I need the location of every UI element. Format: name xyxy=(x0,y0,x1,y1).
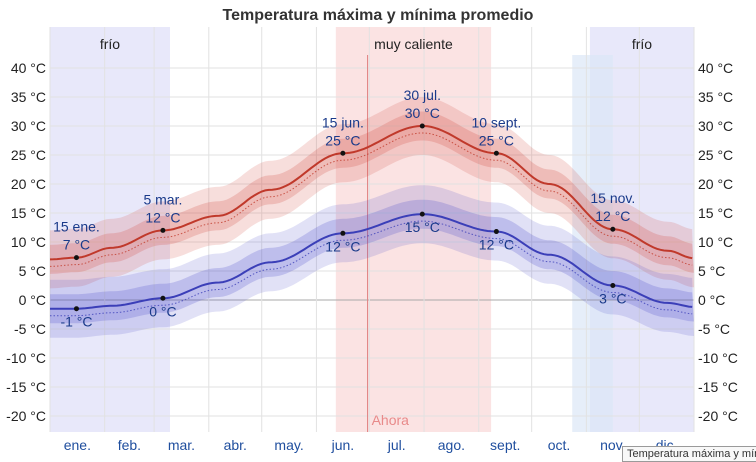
data-point xyxy=(419,211,425,217)
y-tick-right: -10 °C xyxy=(698,350,738,366)
data-point xyxy=(610,283,616,288)
series-line-min xyxy=(50,213,693,310)
season-band-label: frío xyxy=(100,36,120,52)
data-label: 25 °C xyxy=(325,132,360,148)
data-point xyxy=(160,295,166,301)
y-tick-right: -15 °C xyxy=(698,379,738,395)
y-tick-left: 20 °C xyxy=(11,176,46,192)
data-label: 3 °C xyxy=(599,291,626,307)
season-band-label: muy caliente xyxy=(374,36,453,52)
x-tick-month: ene. xyxy=(64,437,91,453)
data-label: 15 jun. xyxy=(322,114,364,130)
season-band-hot-1 xyxy=(335,27,492,432)
chart-title: Temperatura máxima y mínima promedio xyxy=(223,7,534,24)
range-outer-max xyxy=(50,97,694,289)
data-label: -1 °C xyxy=(60,314,92,330)
now-label: Ahora xyxy=(372,412,410,428)
data-point xyxy=(340,230,346,236)
y-tick-left: 0 °C xyxy=(19,292,46,308)
y-tick-right: 35 °C xyxy=(698,89,733,105)
y-tick-left: -20 °C xyxy=(6,408,46,424)
y-tick-left: 5 °C xyxy=(19,263,46,279)
y-tick-right: 20 °C xyxy=(698,176,733,192)
range-inner-max xyxy=(50,111,694,274)
season-band-shade xyxy=(572,55,613,432)
y-tick-right: 5 °C xyxy=(698,263,725,279)
y-tick-left: 40 °C xyxy=(11,60,46,76)
y-tick-left: 30 °C xyxy=(11,118,46,134)
x-tick-month: jul. xyxy=(387,437,406,453)
series-dotted-max xyxy=(49,132,693,267)
data-point xyxy=(160,227,166,233)
y-tick-right: 10 °C xyxy=(698,234,733,250)
x-tick-month: nov. xyxy=(600,437,625,453)
x-tick-month: jun. xyxy=(331,437,355,453)
data-label: 15 nov. xyxy=(590,190,635,206)
data-label: 0 °C xyxy=(149,303,176,319)
range-outer-min xyxy=(50,185,694,338)
data-point xyxy=(73,306,79,312)
data-point xyxy=(493,150,499,156)
range-inner-min xyxy=(50,199,694,324)
x-tick-month: feb. xyxy=(118,437,141,453)
x-tick-month: oct. xyxy=(548,437,571,453)
data-point xyxy=(73,255,79,261)
y-tick-left: 25 °C xyxy=(11,147,46,163)
y-tick-left: 15 °C xyxy=(11,205,46,221)
season-band-label: frío xyxy=(632,36,652,52)
series-line-max xyxy=(49,125,693,261)
data-label: 12 °C xyxy=(595,208,630,224)
y-tick-left: 10 °C xyxy=(11,234,46,250)
x-tick-month: abr. xyxy=(224,437,247,453)
y-tick-right: -5 °C xyxy=(698,321,730,337)
data-point xyxy=(419,123,425,129)
data-label: 12 °C xyxy=(325,238,360,254)
hover-tooltip: Temperatura máxima y mínima promedio xyxy=(622,446,756,462)
x-tick-month: sept. xyxy=(490,437,520,453)
y-tick-right: 30 °C xyxy=(698,118,733,134)
data-label: 30 °C xyxy=(405,105,440,121)
y-tick-left: -15 °C xyxy=(6,379,46,395)
data-label: 15 ene. xyxy=(53,219,100,235)
x-tick-month: mar. xyxy=(168,437,195,453)
y-tick-right: 25 °C xyxy=(698,147,733,163)
data-label: 30 jul. xyxy=(404,87,441,103)
y-tick-left: 35 °C xyxy=(11,89,46,105)
data-label: 15 °C xyxy=(405,219,440,235)
data-point xyxy=(493,229,499,235)
data-label: 12 °C xyxy=(145,209,180,225)
season-band-cold-0 xyxy=(50,27,170,432)
data-label: 25 °C xyxy=(479,132,514,148)
data-label: 5 mar. xyxy=(143,191,182,207)
y-tick-right: 40 °C xyxy=(698,60,733,76)
data-point xyxy=(340,150,346,156)
y-tick-right: -20 °C xyxy=(698,408,738,424)
series-dotted-min xyxy=(50,220,693,317)
data-point xyxy=(610,226,616,232)
data-label: 10 sept. xyxy=(471,114,521,130)
y-tick-left: -5 °C xyxy=(14,321,46,337)
x-tick-month: may. xyxy=(274,437,303,453)
data-label: 7 °C xyxy=(63,237,90,253)
y-tick-right: 0 °C xyxy=(698,292,725,308)
y-tick-left: -10 °C xyxy=(6,350,46,366)
x-tick-month: ago. xyxy=(438,437,465,453)
y-tick-right: 15 °C xyxy=(698,205,733,221)
data-label: 12 °C xyxy=(479,237,514,253)
